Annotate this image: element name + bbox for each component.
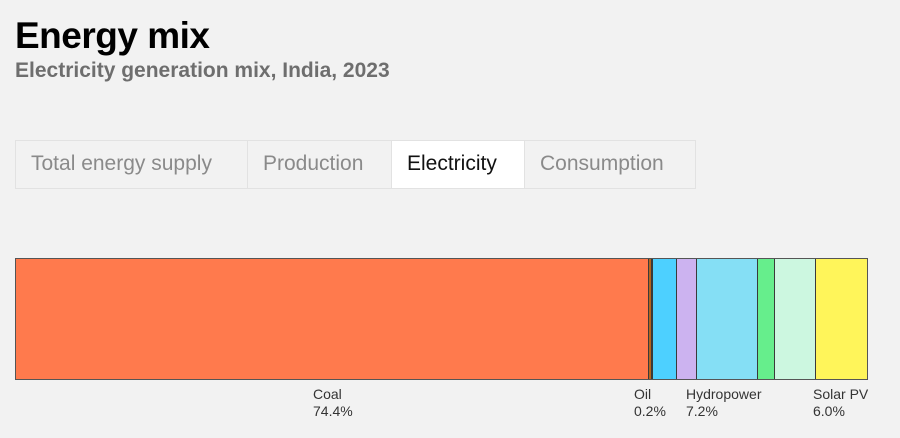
segment-label: Solar PV 6.0% (813, 386, 868, 420)
bar-segment-bioenergy[interactable] (677, 259, 697, 379)
segment-label-name: Oil (634, 386, 652, 402)
chart-subtitle: Electricity generation mix, India, 2023 (15, 59, 390, 82)
tab-consumption[interactable]: Consumption (540, 152, 664, 175)
energy-mix-tabs: Total energy supply Production Electrici… (15, 140, 696, 189)
segment-label-percent: 7.2% (686, 403, 718, 419)
segment-label: Oil 0.2% (634, 386, 666, 420)
segment-label-percent: 0.2% (634, 403, 666, 419)
segment-label-percent: 6.0% (813, 403, 845, 419)
bar-segment-coal[interactable] (16, 259, 650, 379)
segment-label-name: Hydropower (686, 386, 762, 402)
bar-segment-oil[interactable] (651, 259, 654, 379)
bar-segment-hydropower[interactable] (696, 259, 759, 379)
segment-label: Coal 74.4% (313, 386, 353, 420)
bar-segment-wind[interactable] (775, 259, 816, 379)
page-title: Energy mix (15, 15, 210, 56)
segment-label: Hydropower 7.2% (686, 386, 761, 420)
bar-segment-nuclear[interactable] (653, 259, 678, 379)
tab-total-energy-supply[interactable]: Total energy supply (16, 141, 248, 188)
bar-segment-solar-pv[interactable] (815, 259, 867, 379)
tab-electricity[interactable]: Electricity (392, 141, 525, 188)
stacked-bar-chart (15, 258, 868, 380)
segment-label-percent: 74.4% (313, 403, 353, 419)
bar-segment-other[interactable] (758, 259, 776, 379)
tab-production[interactable]: Production (248, 141, 392, 188)
segment-labels: Coal 74.4% Oil 0.2% Hydropower 7.2% Solar PV 6.… (0, 386, 900, 426)
bar-segment-natural-gas[interactable] (649, 259, 652, 379)
segment-label-name: Coal (313, 386, 342, 402)
segment-label-name: Solar PV (813, 386, 869, 402)
